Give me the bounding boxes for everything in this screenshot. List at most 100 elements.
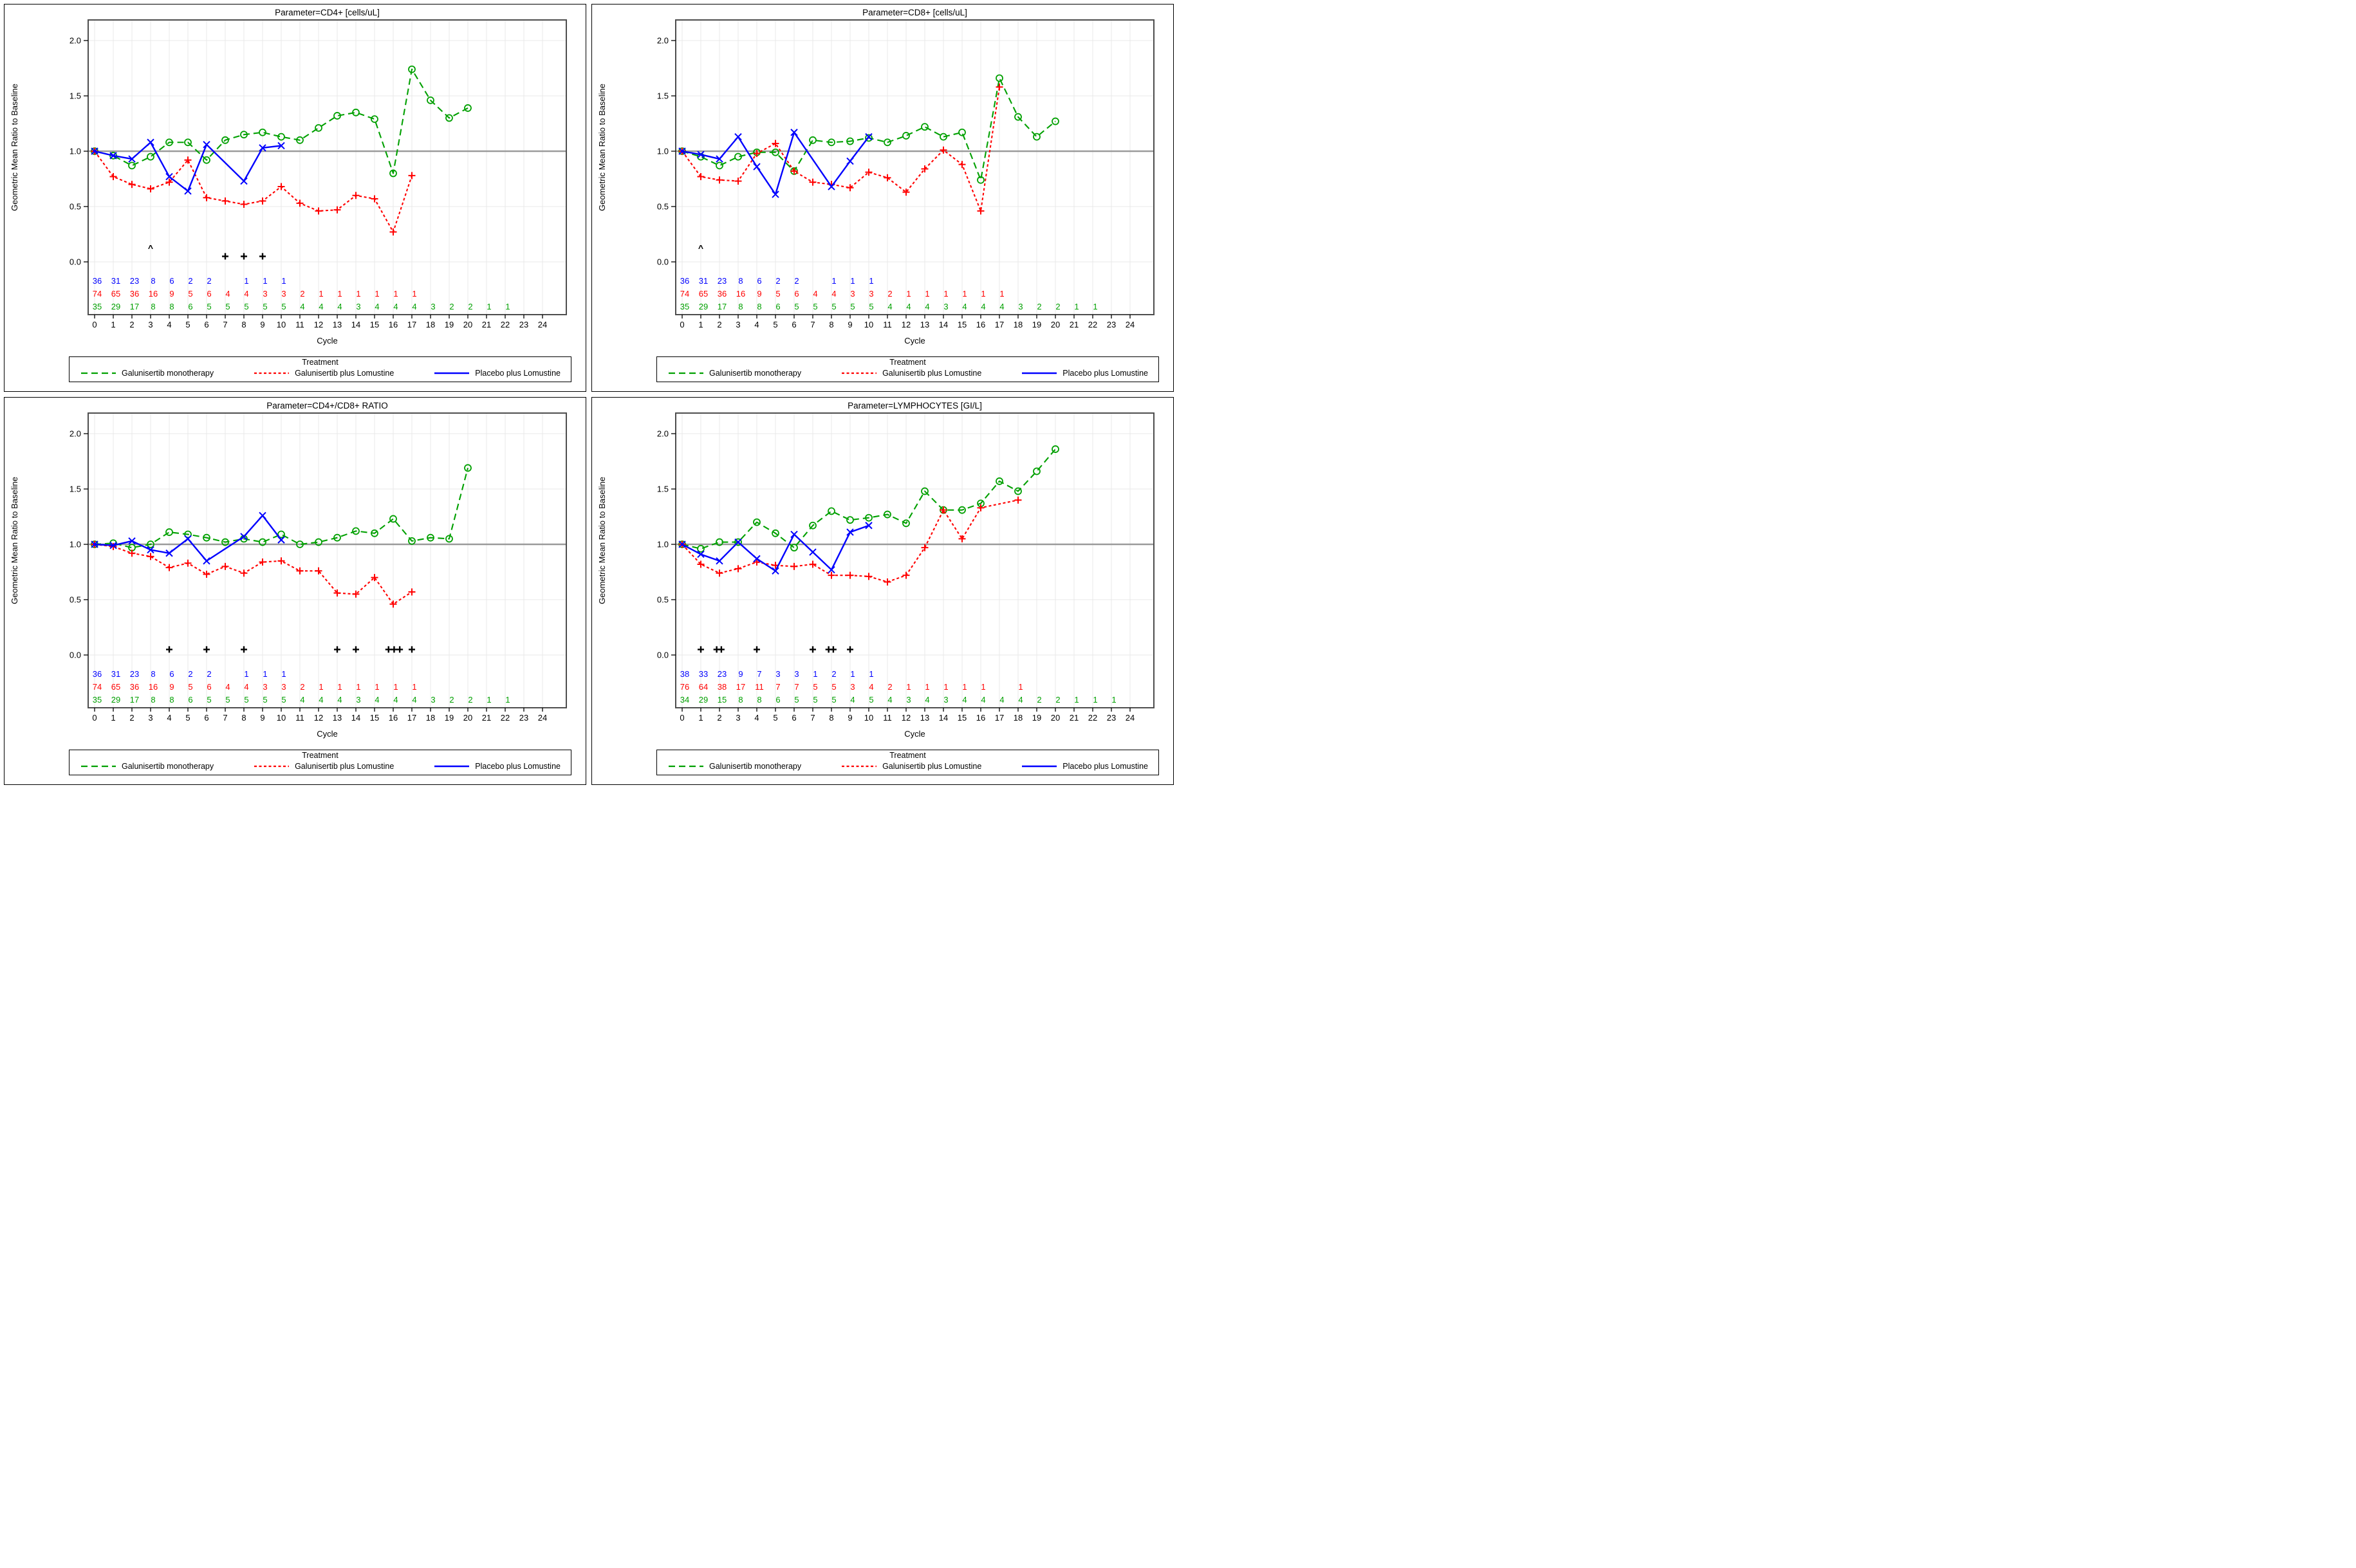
at-risk-count: 11 — [755, 682, 764, 692]
at-risk-count: 33 — [699, 669, 708, 679]
y-tick-label: 0.5 — [657, 595, 669, 605]
at-risk-count: 23 — [718, 276, 727, 286]
at-risk-count: 2 — [300, 682, 304, 692]
legend-line-sample-icon — [81, 765, 116, 768]
x-tick-label: 17 — [995, 320, 1004, 329]
x-tick-label: 21 — [1070, 320, 1079, 329]
x-tick-label: 20 — [1051, 713, 1060, 723]
annotation-marks: ^ — [698, 243, 703, 253]
legend-line-sample-icon — [434, 765, 470, 768]
at-risk-count: 6 — [207, 289, 211, 299]
x-tick-label: 3 — [148, 320, 153, 329]
at-risk-count: 5 — [813, 695, 817, 705]
x-tick-label: 1 — [111, 320, 115, 329]
series-line — [682, 448, 1056, 549]
x-tick-label: 2 — [129, 320, 134, 329]
at-risk-count: 6 — [775, 302, 780, 311]
plus-annotation-icon — [718, 646, 725, 653]
at-risk-count: 6 — [169, 276, 174, 286]
at-risk-count: 1 — [393, 682, 398, 692]
at-risk-count: 74 — [680, 289, 689, 299]
at-risk-count: 31 — [111, 276, 120, 286]
x-tick-label: 17 — [407, 713, 416, 723]
at-risk-count: 1 — [1111, 695, 1116, 705]
at-risk-count: 4 — [319, 302, 323, 311]
at-risk-count: 38 — [718, 682, 727, 692]
x-tick-label: 2 — [717, 713, 721, 723]
x-tick-label: 10 — [864, 713, 873, 723]
x-tick-label: 0 — [92, 713, 97, 723]
at-risk-count: 2 — [831, 669, 836, 679]
at-risk-count: 4 — [887, 302, 892, 311]
legend-line-sample-icon — [669, 765, 703, 768]
caret-annotation-icon: ^ — [698, 243, 703, 253]
series-galunisertib-plus-lomustine — [678, 83, 1003, 215]
x-tick-label: 6 — [204, 320, 209, 329]
at-risk-count: 36 — [130, 682, 139, 692]
y-axis: 2.0 1.5 1.0 0.5 0.0 — [657, 429, 676, 660]
y-tick-label: 0.0 — [70, 650, 81, 660]
at-risk-count: 35 — [93, 302, 102, 311]
at-risk-count: 5 — [281, 302, 286, 311]
x-tick-label: 21 — [1070, 713, 1079, 723]
at-risk-count: 3 — [356, 302, 360, 311]
y-axis: 2.0 1.5 1.0 0.5 0.0 — [70, 429, 88, 660]
y-tick-label: 1.0 — [70, 147, 81, 156]
at-risk-count: 9 — [169, 289, 174, 299]
at-risk-count: 1 — [319, 682, 323, 692]
at-risk-count: 4 — [244, 289, 248, 299]
at-risk-count: 8 — [757, 695, 761, 705]
at-risk-count: 4 — [225, 289, 230, 299]
series-markers — [678, 74, 1059, 184]
plot-box — [88, 412, 567, 708]
x-tick-label: 17 — [995, 713, 1004, 723]
legend-entry-placebo-plus-lomustine: Placebo plus Lomustine — [1021, 762, 1148, 771]
at-risk-count: 5 — [263, 695, 267, 705]
at-risk-count: 1 — [943, 682, 948, 692]
legend-line-sample-icon — [669, 372, 703, 374]
at-risk-count: 16 — [736, 289, 745, 299]
at-risk-count: 8 — [151, 695, 155, 705]
at-risk-count: 23 — [130, 276, 139, 286]
legend: Treatment Galunisertib monotherapy Galunis… — [69, 750, 571, 775]
x-tick-label: 7 — [810, 320, 815, 329]
x-tick-label: 21 — [482, 713, 491, 723]
plus-annotation-icon — [847, 646, 853, 653]
x-tick-label: 13 — [920, 713, 929, 723]
x-tick-label: 22 — [1088, 713, 1097, 723]
legend-line-sample-icon — [254, 372, 290, 374]
at-risk-count: 6 — [188, 695, 192, 705]
x-tick-label: 9 — [848, 320, 852, 329]
series-placebo-plus-lomustine — [91, 512, 285, 565]
legend-entry-placebo-plus-lomustine: Placebo plus Lomustine — [1021, 369, 1148, 378]
legend-entry-galunisertib-plus-lomustine: Galunisertib plus Lomustine — [253, 762, 394, 771]
at-risk-count: 2 — [468, 695, 472, 705]
at-risk-count: 1 — [393, 289, 398, 299]
legend-line-sample-icon — [842, 765, 877, 768]
at-risk-count: 6 — [188, 302, 192, 311]
at-risk-table: 36 31 23 8 6 2 2 1 1 174 65 36 16 9 5 6 4 4 3 3 2 1 1 1 1 1 135 29 1… — [680, 276, 1098, 311]
at-risk-count: 8 — [151, 669, 155, 679]
x-tick-label: 18 — [426, 320, 435, 329]
plus-annotation-icon — [810, 646, 816, 653]
series-markers — [91, 464, 472, 552]
series-galunisertib-plus-lomustine — [678, 496, 1022, 586]
x-tick-label: 5 — [773, 713, 777, 723]
series-markers — [91, 147, 416, 236]
at-risk-count: 4 — [962, 302, 967, 311]
at-risk-count: 1 — [356, 289, 360, 299]
at-risk-count: 1 — [244, 669, 248, 679]
plot-box — [88, 19, 567, 315]
y-tick-label: 1.5 — [70, 91, 81, 101]
at-risk-count: 8 — [151, 276, 155, 286]
plus-annotation-icon — [391, 646, 398, 653]
legend-entry-label: Galunisertib monotherapy — [122, 762, 214, 771]
legend-entry-galunisertib-plus-lomustine: Galunisertib plus Lomustine — [253, 369, 394, 378]
x-tick-label: 16 — [976, 320, 985, 329]
at-risk-count: 23 — [718, 669, 727, 679]
at-risk-count: 5 — [207, 302, 211, 311]
at-risk-count: 4 — [981, 695, 985, 705]
at-risk-count: 5 — [281, 695, 286, 705]
series-markers — [678, 83, 1003, 215]
at-risk-count: 5 — [188, 289, 192, 299]
